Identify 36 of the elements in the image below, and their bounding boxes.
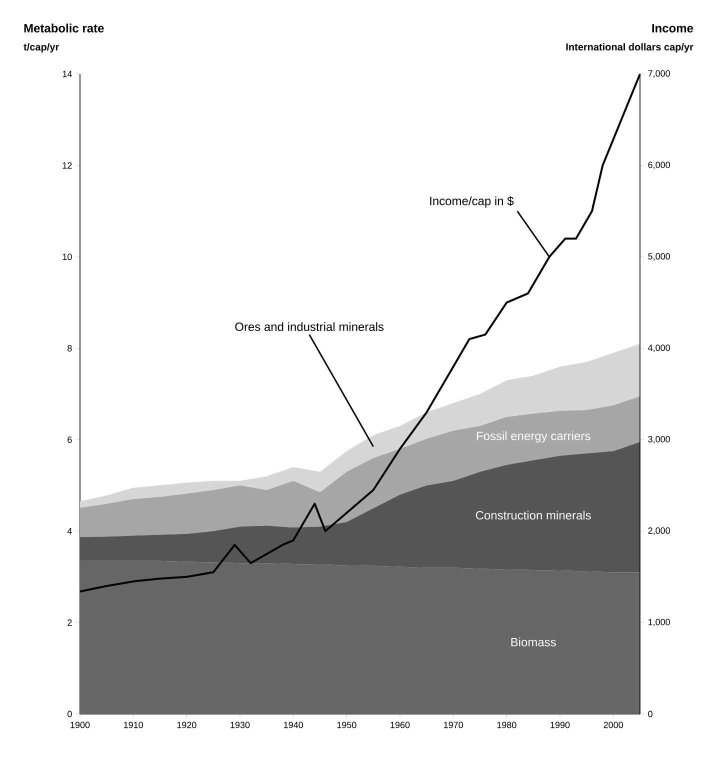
x-tick-label: 1910 bbox=[124, 722, 143, 728]
x-tick-label: 1900 bbox=[70, 722, 90, 728]
y2-tick-label: 3,000 bbox=[648, 436, 670, 444]
y-tick-label: 0 bbox=[68, 710, 72, 718]
y-tick-label: 14 bbox=[62, 70, 72, 78]
x-tick-label: 1970 bbox=[444, 722, 463, 728]
y-tick-label: 4 bbox=[67, 528, 72, 534]
x-tick-label: 1980 bbox=[497, 722, 516, 728]
text: t/cap/yr bbox=[24, 43, 59, 52]
x-tick-label: 2000 bbox=[604, 722, 623, 728]
y-tick-label: 2 bbox=[68, 619, 72, 626]
text: Income/cap in $ bbox=[430, 196, 514, 208]
x-tick-label: 1960 bbox=[390, 722, 410, 728]
y2-tick-label: 5,000 bbox=[648, 253, 670, 261]
x-tick-label: 1930 bbox=[230, 722, 250, 728]
text: Ores and industrial minerals bbox=[235, 322, 384, 332]
y-tick-label: 8 bbox=[68, 345, 72, 352]
y2-tick-label: 4,000 bbox=[648, 344, 670, 352]
y2-tick-label: 2,000 bbox=[648, 527, 670, 535]
series-label: Biomass bbox=[511, 638, 556, 646]
series-label: Construction minerals bbox=[476, 510, 591, 520]
y2-tick-label: 1,000 bbox=[648, 618, 670, 626]
series-label: Fossil energy carriers bbox=[476, 431, 590, 443]
y2-tick-label: 7,000 bbox=[648, 70, 670, 78]
y2-axis-title: Income bbox=[652, 24, 694, 32]
x-tick-label: 1990 bbox=[550, 722, 570, 728]
x-tick-label: 1920 bbox=[177, 722, 196, 728]
text: International dollars cap/yr bbox=[566, 43, 694, 52]
y-tick-label: 10 bbox=[62, 254, 72, 260]
x-tick-label: 1940 bbox=[284, 722, 303, 728]
y2-tick-label: 0 bbox=[648, 710, 652, 718]
y2-tick-label: 6,000 bbox=[648, 162, 670, 170]
x-tick-label: 1950 bbox=[337, 722, 356, 728]
y-tick-label: 12 bbox=[62, 162, 72, 169]
y-tick-label: 6 bbox=[68, 436, 72, 443]
y-axis-title: Metabolic rate bbox=[24, 24, 104, 32]
